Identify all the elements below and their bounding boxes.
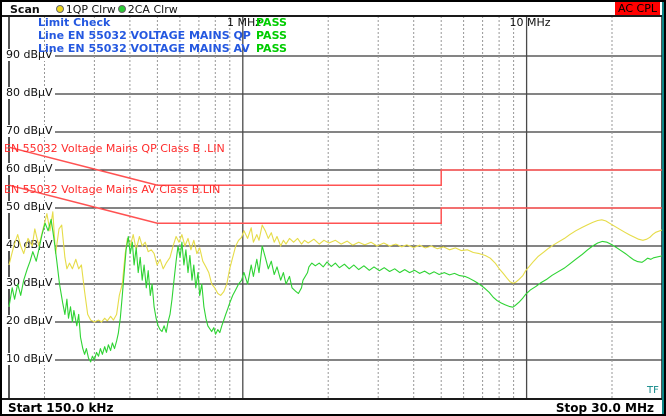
axis-marker-1mhz: 1 MHz	[226, 16, 262, 29]
start-frequency-label: Start 150.0 kHz	[8, 401, 114, 415]
trace-2ca	[8, 218, 663, 363]
limit-check-result-overall: PASS	[256, 16, 287, 29]
y-axis-tick-label: 10 dBµV	[6, 352, 55, 365]
trace-1qp	[8, 211, 663, 323]
limit-check-row-av-label: Line EN 55032 VOLTAGE MAINS AV	[38, 42, 250, 55]
tf-indicator: TF	[647, 385, 659, 396]
trace1-label: 1QP Clrw	[65, 2, 116, 16]
limit-check-result-av: PASS	[256, 42, 287, 55]
y-axis-tick-label: 90 dBµV	[6, 48, 55, 61]
footer-bar: Start 150.0 kHz Stop 30.0 MHz	[2, 401, 664, 415]
right-accent-border	[662, 2, 664, 414]
mode-label: Scan	[10, 2, 40, 16]
header-bar: Scan 1QP Clrw 2CA Clrw AC CPL	[2, 2, 664, 16]
limit-line-av	[8, 184, 662, 224]
y-axis-tick-label: 50 dBµV	[6, 200, 55, 213]
trace-legend: 1QP Clrw 2CA Clrw	[55, 2, 180, 16]
limit-label-av: EN 55032 Voltage Mains AV Class B.LIN	[4, 183, 221, 196]
y-axis-tick-label: 60 dBµV	[6, 162, 55, 175]
legend-item-trace2: 2CA Clrw	[117, 2, 178, 16]
trace2-marker-icon	[117, 5, 126, 13]
limit-line-qp	[8, 146, 662, 186]
legend-item-trace1: 1QP Clrw	[55, 2, 116, 16]
limit-check-title: Limit Check	[38, 16, 111, 29]
y-axis-tick-label: 70 dBµV	[6, 124, 55, 137]
limit-label-qp: EN 55032 Voltage Mains QP Class B .LIN	[4, 142, 225, 155]
limit-check-row-qp-label: Line EN 55032 VOLTAGE MAINS QP	[38, 29, 251, 42]
ac-coupling-badge: AC CPL	[615, 2, 660, 15]
limit-check-result-qp: PASS	[256, 29, 287, 42]
y-axis-tick-label: 20 dBµV	[6, 314, 55, 327]
stop-frequency-label: Stop 30.0 MHz	[555, 401, 654, 415]
trace1-marker-icon	[55, 5, 64, 13]
trace2-label: 2CA Clrw	[127, 2, 178, 16]
y-axis-tick-label: 80 dBµV	[6, 86, 55, 99]
axis-marker-10mhz: 10 MHz	[509, 16, 551, 29]
